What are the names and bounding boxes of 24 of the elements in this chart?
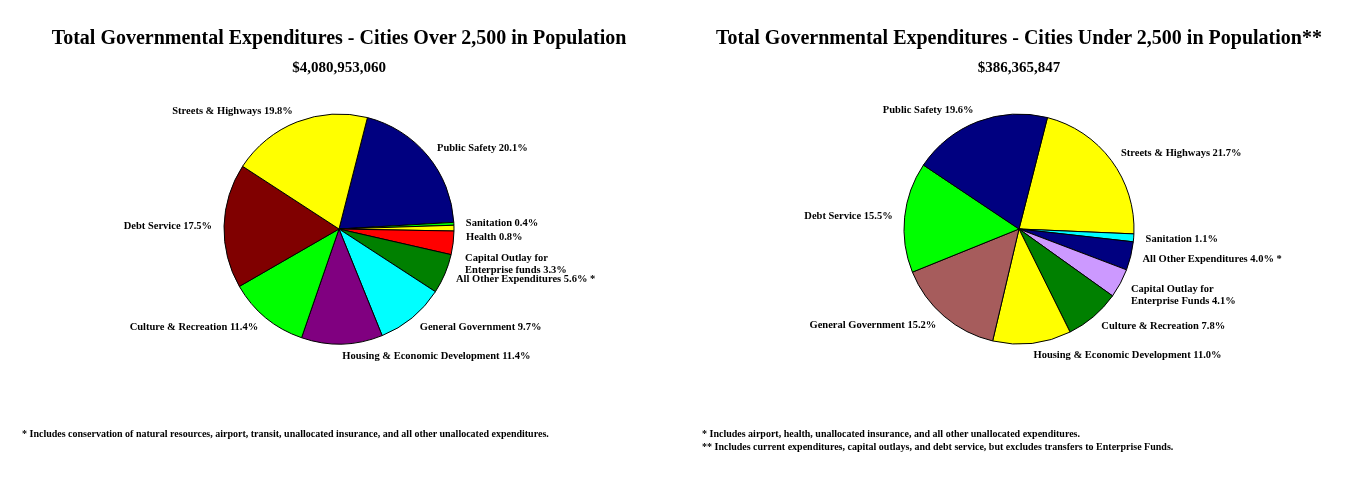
slice-label: Culture & Recreation 7.8% [1101, 319, 1226, 331]
chart-title: Total Governmental Expenditures - Cities Over 2,500 in Population [51, 26, 627, 49]
slice-label: Public Safety 19.6% [882, 104, 974, 116]
chart-title: Total Governmental Expenditures - Cities Under 2,500 in Population** [716, 26, 1322, 49]
slice-label: Sanitation 0.4% [465, 217, 539, 229]
slice-label: Streets & Highways 19.8% [172, 104, 293, 116]
slice-label: Public Safety 20.1% [437, 142, 528, 154]
slice-label: Housing & Economic Development 11.0% [1033, 349, 1222, 361]
slice-label: General Government 9.7% [419, 321, 542, 332]
slice-label: Sanitation 1.1% [1145, 232, 1218, 244]
text: ** Includes current expenditures, capital outlays, and debt service, but excludes transfers to Enterprise Funds. [702, 441, 1174, 452]
slice-label: Health 0.8% [466, 231, 523, 243]
text: * Includes conservation of natural resources, airport, transit, unallocated insurance, and all other unallocated expenditures. [22, 428, 550, 439]
slice-label: Culture & Recreation 11.4% [129, 320, 259, 332]
text: * Includes airport, health, unallocated insurance, and all other unallocated expenditures. [702, 428, 1081, 439]
chart-subtitle: $386,365,847 [977, 59, 1061, 75]
chart-subtitle: $4,080,953,060 [292, 59, 386, 75]
slice-label: General Government 15.2% [809, 319, 937, 331]
slice-label: Capital Outlay for Enterprise Funds 4.1% [1130, 282, 1236, 307]
slice-label: Streets & Highways 21.7% [1120, 147, 1242, 159]
slice-label: Debt Service 15.5% [804, 210, 893, 222]
slice-label: Debt Service 17.5% [123, 219, 213, 231]
slice-label: Housing & Economic Development 11.4% [342, 349, 531, 361]
slice-label: All Other Expenditures 4.0% * [1142, 252, 1282, 264]
